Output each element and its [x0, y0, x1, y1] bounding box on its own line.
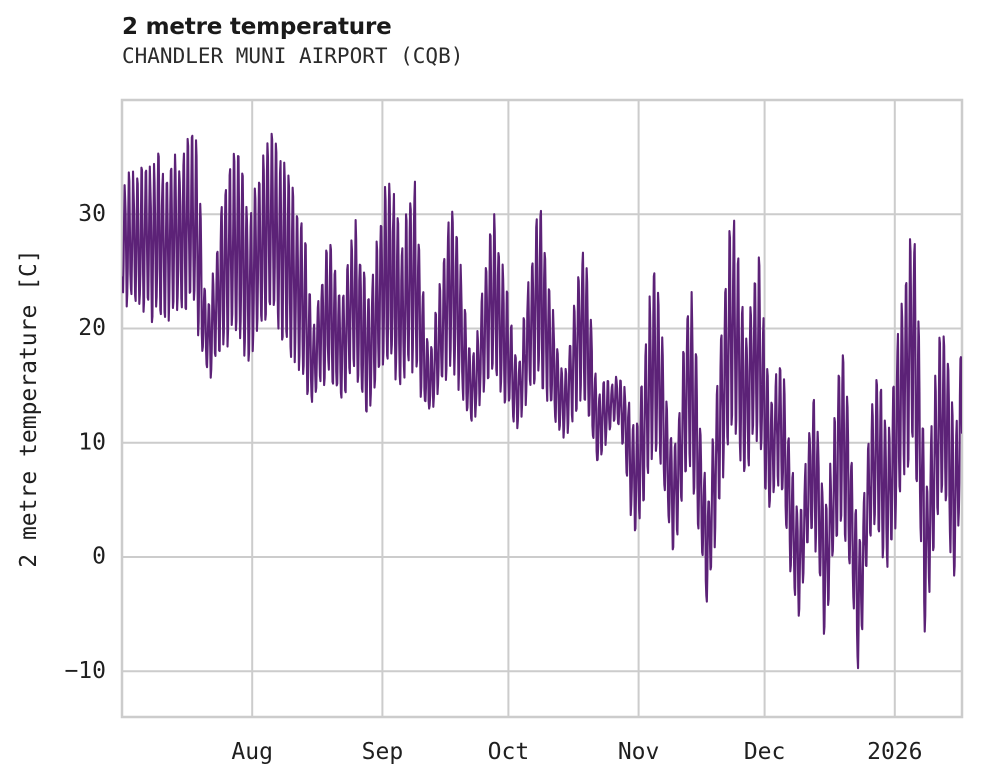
y-axis-tick-label: 30 [78, 201, 106, 227]
x-axis-tick-label: 2026 [867, 739, 922, 765]
x-axis-tick-label: Dec [744, 739, 786, 765]
y-axis-tick-label: 10 [78, 429, 106, 455]
x-axis-tick-label: Sep [362, 739, 404, 765]
y-axis-label: 2 metre temperature [C] [16, 249, 42, 568]
x-axis-tick-label: Oct [488, 739, 530, 765]
chart-subtitle: CHANDLER MUNI AIRPORT (CQB) [122, 44, 464, 68]
x-axis-tick-label: Aug [231, 739, 273, 765]
chart-header: 2 metre temperature CHANDLER MUNI AIRPOR… [122, 12, 822, 70]
y-axis-tick-labels: −10 0 10 20 30 [64, 201, 106, 684]
series-line-temperature [122, 132, 962, 670]
x-axis-tick-labels: Aug Sep Oct Nov Dec 2026 [231, 739, 922, 765]
y-axis-tick-label: −10 [64, 658, 106, 684]
y-axis-title: 2 metre temperature [C] [16, 249, 42, 568]
x-axis-tick-label: Nov [618, 739, 660, 765]
gridlines [122, 100, 962, 717]
plot-frame [120, 98, 964, 719]
series-lines [122, 132, 962, 670]
page-title: 2 metre temperature [122, 14, 392, 40]
y-axis-tick-label: 0 [92, 544, 106, 570]
y-axis-tick-label: 20 [78, 315, 106, 341]
